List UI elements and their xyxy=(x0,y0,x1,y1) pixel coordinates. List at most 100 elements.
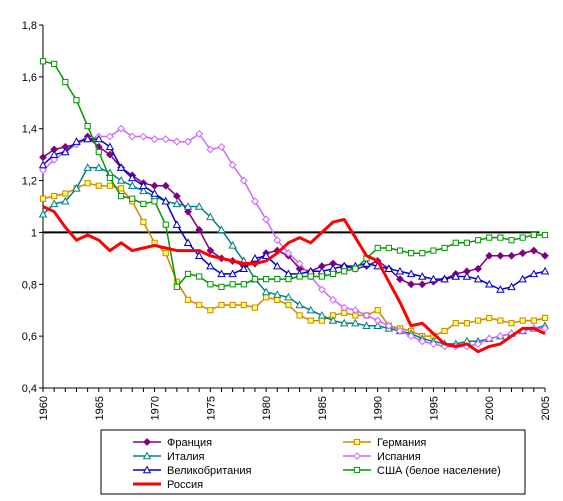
series-0 xyxy=(39,132,549,289)
data-point-3 xyxy=(195,129,204,138)
data-point-5 xyxy=(218,283,225,290)
data-point-5 xyxy=(173,283,180,290)
data-point-5 xyxy=(117,193,125,200)
data-point-5 xyxy=(106,174,114,182)
legend-swatch-marker xyxy=(142,451,152,460)
data-point-2 xyxy=(172,199,182,208)
data-point-5 xyxy=(73,97,80,104)
legend-item: Франция xyxy=(133,437,212,449)
data-point-5 xyxy=(307,273,314,280)
data-point-1 xyxy=(441,327,448,335)
data-point-3 xyxy=(251,197,259,206)
data-point-4 xyxy=(172,220,182,228)
data-point-4 xyxy=(72,137,81,145)
data-point-4 xyxy=(473,274,483,283)
data-point-1 xyxy=(274,296,281,303)
data-point-2 xyxy=(83,163,92,171)
data-point-3 xyxy=(117,124,125,133)
data-point-4 xyxy=(49,150,59,158)
data-point-0 xyxy=(172,192,181,201)
data-point-4 xyxy=(273,261,282,270)
y-tick-label: 1,6 xyxy=(22,72,37,84)
data-point-2 xyxy=(373,321,382,329)
data-point-1 xyxy=(39,195,47,202)
data-point-5 xyxy=(352,265,359,272)
x-tick-label: 1975 xyxy=(205,396,217,420)
series-line-4 xyxy=(42,138,546,291)
data-point-4 xyxy=(540,266,550,275)
data-point-3 xyxy=(384,321,393,330)
legend-label: Италия xyxy=(167,451,205,463)
data-point-3 xyxy=(541,324,549,333)
data-point-1 xyxy=(285,301,292,309)
data-point-0 xyxy=(161,181,170,190)
legend-item: Италия xyxy=(133,451,205,463)
data-point-1 xyxy=(463,320,471,327)
data-point-4 xyxy=(150,189,159,197)
data-point-3 xyxy=(239,176,248,185)
data-point-5 xyxy=(207,281,214,288)
data-point-0 xyxy=(529,246,538,255)
data-point-3 xyxy=(50,155,59,164)
data-point-4 xyxy=(38,160,48,169)
data-point-3 xyxy=(106,132,114,141)
data-point-1 xyxy=(62,190,69,197)
data-point-0 xyxy=(485,251,494,260)
data-point-3 xyxy=(161,135,170,143)
data-point-2 xyxy=(295,300,304,309)
legend-item: Испания xyxy=(343,451,421,463)
data-point-1 xyxy=(296,312,303,319)
legend-label: Испания xyxy=(377,451,421,463)
series-2 xyxy=(38,163,550,348)
data-point-4 xyxy=(61,147,70,156)
data-point-5 xyxy=(274,276,281,283)
legend-label: Великобритания xyxy=(167,465,252,477)
data-point-4 xyxy=(250,253,260,262)
data-point-3 xyxy=(329,295,337,304)
legend: Франция Германия Италия Испания Великобритан… xyxy=(100,429,526,495)
data-point-4 xyxy=(507,282,516,291)
data-point-2 xyxy=(284,292,293,301)
data-point-2 xyxy=(49,199,59,208)
data-point-2 xyxy=(127,181,137,189)
data-point-5 xyxy=(285,276,292,283)
data-point-3 xyxy=(496,332,505,341)
legend-swatch-marker xyxy=(143,438,151,446)
data-point-4 xyxy=(239,264,249,272)
data-point-0 xyxy=(106,150,114,159)
y-tick-label: 0,6 xyxy=(22,331,37,343)
data-point-1 xyxy=(263,294,270,301)
data-point-3 xyxy=(206,145,215,154)
data-point-2 xyxy=(183,202,193,210)
data-point-3 xyxy=(351,306,360,315)
data-point-3 xyxy=(429,340,438,348)
data-point-4 xyxy=(105,142,115,151)
data-point-0 xyxy=(39,153,47,162)
data-point-1 xyxy=(251,304,259,311)
data-point-4 xyxy=(440,274,449,283)
data-point-4 xyxy=(94,134,104,143)
data-point-5 xyxy=(51,60,58,67)
data-point-0 xyxy=(418,280,427,289)
data-point-5 xyxy=(95,148,102,156)
data-point-4 xyxy=(194,251,204,259)
data-point-1 xyxy=(207,307,214,314)
data-point-5 xyxy=(508,237,515,244)
data-point-1 xyxy=(318,317,325,324)
legend-item: США (белое население) xyxy=(343,465,501,477)
data-point-3 xyxy=(295,259,304,268)
data-point-4 xyxy=(228,269,237,278)
data-point-5 xyxy=(541,231,549,239)
series-line-2 xyxy=(42,166,546,345)
data-point-5 xyxy=(497,234,504,241)
data-point-3 xyxy=(150,135,159,143)
data-point-0 xyxy=(474,264,482,273)
data-point-5 xyxy=(486,234,493,241)
data-point-5 xyxy=(251,276,259,283)
data-point-4 xyxy=(529,269,539,278)
data-point-1 xyxy=(106,182,114,189)
data-point-5 xyxy=(129,195,136,202)
y-tick-label: 0,4 xyxy=(22,383,37,395)
data-point-3 xyxy=(474,340,482,348)
